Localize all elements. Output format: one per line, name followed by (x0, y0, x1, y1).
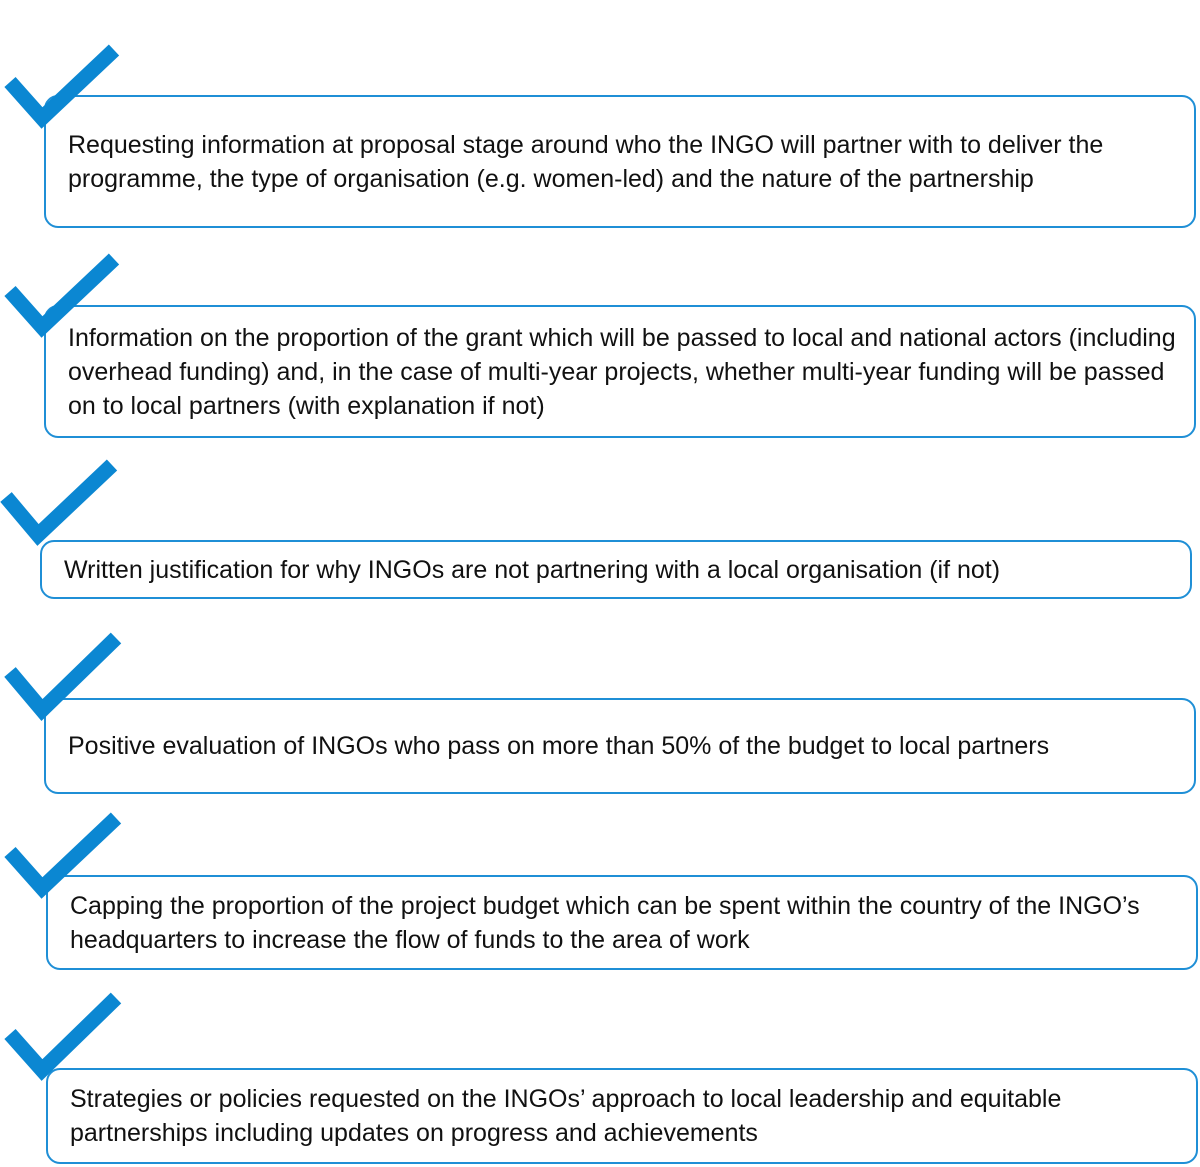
checkmark-icon (0, 628, 128, 748)
checkmark-icon (0, 22, 128, 142)
checkmark-icon (0, 990, 128, 1110)
criteria-box-3: Written justification for why INGOs are … (40, 540, 1192, 599)
criteria-box-4: Positive evaluation of INGOs who pass on… (44, 698, 1196, 794)
criteria-text-3: Written justification for why INGOs are … (64, 555, 1001, 584)
criteria-text-2: Information on the proportion of the gra… (68, 323, 1176, 420)
criteria-box-5: Capping the proportion of the project bu… (46, 875, 1198, 970)
criteria-text-4: Positive evaluation of INGOs who pass on… (68, 732, 1050, 760)
criteria-text-5: Capping the proportion of the project bu… (70, 891, 1140, 954)
checkmark-icon (0, 810, 128, 930)
checkmark-icon (0, 245, 128, 365)
checkmark-icon (0, 455, 128, 575)
criteria-box-1: Requesting information at proposal stage… (44, 95, 1196, 228)
criteria-box-6: Strategies or policies requested on the … (46, 1068, 1198, 1164)
criteria-text-6: Strategies or policies requested on the … (70, 1085, 1062, 1147)
criteria-box-2: Information on the proportion of the gra… (44, 305, 1196, 438)
criteria-text-1: Requesting information at proposal stage… (68, 130, 1104, 193)
